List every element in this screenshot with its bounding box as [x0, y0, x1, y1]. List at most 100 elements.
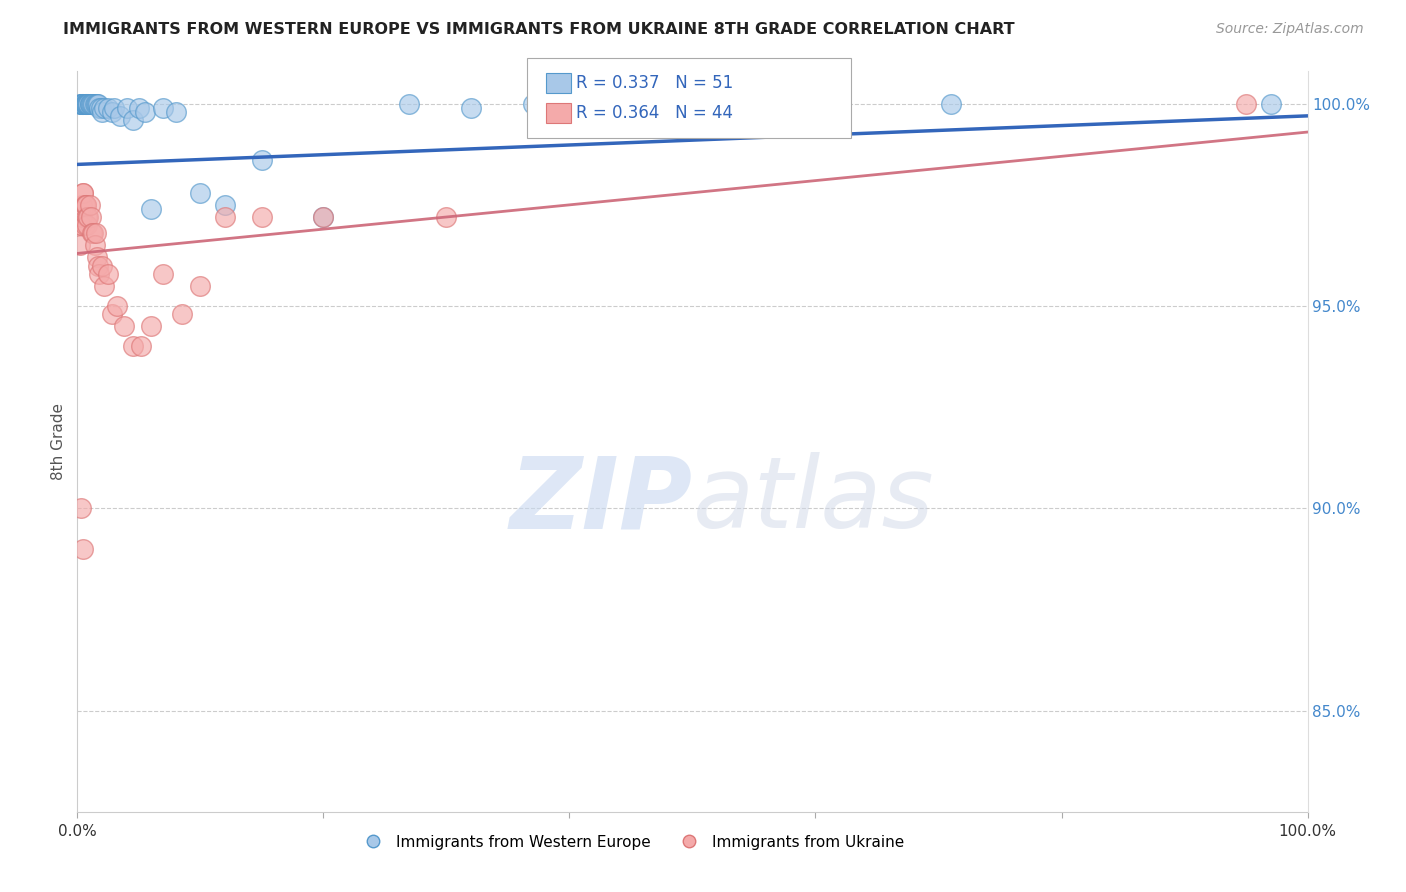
Point: [134, 104, 156, 119]
Point: [73, 198, 96, 212]
Point: [76, 210, 98, 224]
Point: [97, 101, 120, 115]
Point: [522, 96, 544, 111]
Point: [72, 186, 94, 200]
Point: [76, 218, 98, 232]
Point: [70, 501, 93, 516]
Point: [75, 96, 97, 111]
Point: [101, 104, 124, 119]
Point: [73, 96, 96, 111]
Point: [152, 267, 174, 281]
Point: [105, 299, 128, 313]
Point: [72, 541, 94, 556]
Text: Source: ZipAtlas.com: Source: ZipAtlas.com: [1216, 22, 1364, 37]
Point: [152, 101, 174, 115]
Point: [84, 96, 107, 111]
Point: [620, 104, 643, 119]
Point: [76, 96, 98, 111]
Point: [89, 101, 111, 115]
Point: [250, 210, 273, 224]
Point: [83, 238, 105, 252]
Point: [73, 96, 96, 111]
Point: [141, 319, 163, 334]
Text: R = 0.364   N = 44: R = 0.364 N = 44: [576, 104, 734, 122]
Point: [75, 96, 97, 111]
Point: [89, 267, 111, 281]
Point: [121, 112, 143, 127]
Point: [214, 198, 236, 212]
Point: [70, 96, 93, 111]
Point: [97, 267, 120, 281]
Point: [69, 238, 91, 252]
Point: [90, 259, 114, 273]
Point: [70, 198, 93, 212]
Point: [398, 96, 420, 111]
Point: [70, 218, 93, 232]
Point: [121, 339, 143, 353]
Point: [82, 226, 104, 240]
Point: [79, 96, 101, 111]
Point: [75, 198, 97, 212]
Point: [250, 153, 273, 168]
Point: [70, 96, 93, 111]
Point: [82, 96, 104, 111]
Point: [80, 210, 103, 224]
Point: [90, 101, 112, 115]
Point: [72, 96, 94, 111]
Point: [72, 96, 94, 111]
Point: [170, 307, 193, 321]
Text: 0.0%: 0.0%: [58, 824, 97, 838]
Point: [188, 186, 212, 200]
Point: [70, 96, 93, 111]
Point: [93, 278, 115, 293]
Point: [70, 218, 93, 232]
Point: [82, 226, 104, 240]
Point: [90, 104, 114, 119]
Point: [214, 210, 236, 224]
Point: [70, 210, 93, 224]
Legend: Immigrants from Western Europe, Immigrants from Ukraine: Immigrants from Western Europe, Immigran…: [352, 829, 910, 856]
Point: [86, 251, 108, 265]
Point: [436, 210, 458, 224]
Point: [165, 104, 187, 119]
Point: [128, 101, 150, 115]
Point: [77, 96, 100, 111]
Y-axis label: 8th Grade: 8th Grade: [51, 403, 66, 480]
Point: [75, 198, 97, 212]
Text: atlas: atlas: [693, 452, 934, 549]
Point: [460, 101, 482, 115]
Point: [112, 319, 135, 334]
Point: [103, 101, 125, 115]
Point: [1260, 96, 1282, 111]
Text: ZIP: ZIP: [509, 452, 693, 549]
Point: [115, 101, 138, 115]
Point: [939, 96, 962, 111]
Point: [70, 96, 93, 111]
Point: [82, 96, 104, 111]
Point: [1234, 96, 1257, 111]
Point: [87, 259, 110, 273]
Point: [72, 96, 94, 111]
Point: [79, 96, 101, 111]
Point: [312, 210, 335, 224]
Point: [742, 96, 765, 111]
Point: [79, 198, 101, 212]
Point: [141, 202, 163, 216]
Point: [86, 96, 108, 111]
Point: [77, 96, 100, 111]
Point: [77, 210, 100, 224]
Point: [72, 186, 94, 200]
Point: [84, 226, 107, 240]
Point: [101, 307, 124, 321]
Point: [188, 278, 212, 293]
Point: [129, 339, 153, 353]
Point: [76, 96, 98, 111]
Point: [93, 101, 115, 115]
Point: [83, 96, 105, 111]
Point: [87, 96, 110, 111]
Point: [73, 218, 96, 232]
Point: [80, 96, 103, 111]
Point: [110, 109, 132, 123]
Text: 100.0%: 100.0%: [1278, 824, 1337, 838]
Text: R = 0.337   N = 51: R = 0.337 N = 51: [576, 74, 734, 92]
